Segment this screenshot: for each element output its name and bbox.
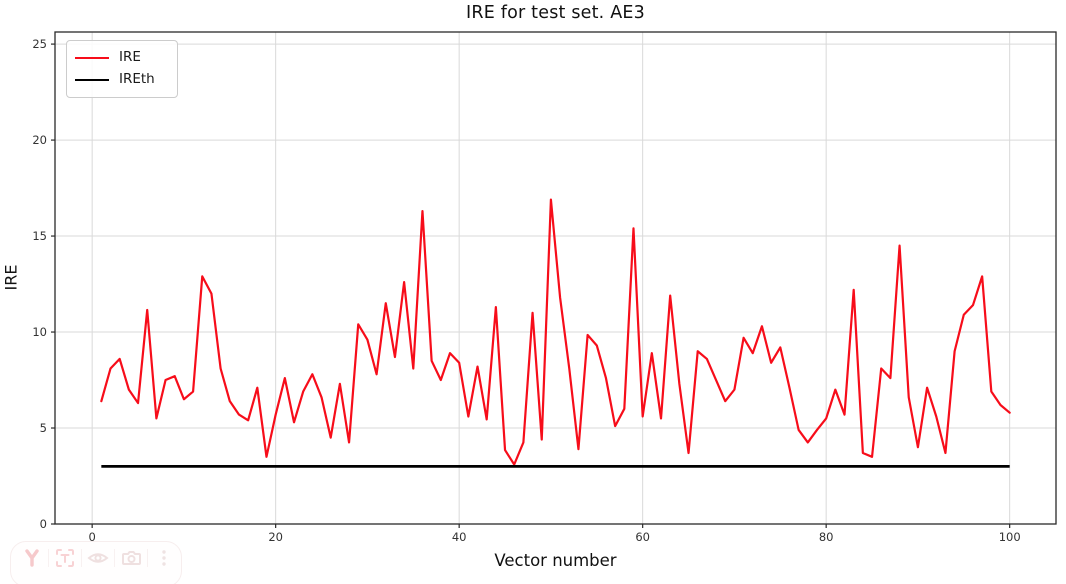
legend-label: IREth xyxy=(119,71,155,88)
ocr-text-icon[interactable] xyxy=(50,545,80,571)
image-hover-toolbar xyxy=(10,541,182,584)
toolbar-separator xyxy=(81,549,82,567)
eye-icon[interactable] xyxy=(83,545,113,571)
kebab-menu-icon[interactable] xyxy=(149,545,179,571)
x-tick-label: 60 xyxy=(635,530,650,544)
x-tick-label: 20 xyxy=(268,530,283,544)
camera-icon[interactable] xyxy=(116,545,146,571)
axes-border xyxy=(54,31,1057,525)
toolbar-separator xyxy=(48,549,49,567)
legend-item-ireth: IREth xyxy=(75,69,169,91)
toolbar-separator xyxy=(147,549,148,567)
series-line-ire xyxy=(100,198,1011,466)
x-tick-label: 100 xyxy=(999,530,1021,544)
y-axis-label: IRE xyxy=(1,264,21,291)
legend: IRE IREth xyxy=(66,40,178,98)
toolbar-separator xyxy=(114,549,115,567)
legend-line-sample-red xyxy=(75,57,109,59)
legend-item-ire: IRE xyxy=(75,47,169,69)
y-tick-label: 15 xyxy=(32,229,47,243)
y-tick-label: 5 xyxy=(40,421,47,435)
y-tick-label: 0 xyxy=(40,517,47,531)
x-tick-label: 0 xyxy=(88,530,95,544)
yandex-y-icon[interactable] xyxy=(17,545,47,571)
legend-line-sample-black xyxy=(75,79,109,81)
x-tick-label: 40 xyxy=(452,530,467,544)
y-tick-label: 20 xyxy=(32,133,47,147)
y-tick-label: 10 xyxy=(32,325,47,339)
chart-title: IRE for test set. AE3 xyxy=(466,3,645,23)
x-axis-label: Vector number xyxy=(494,551,617,570)
y-tick-label: 25 xyxy=(32,37,47,51)
legend-label: IRE xyxy=(119,49,141,66)
x-tick-label: 80 xyxy=(819,530,834,544)
